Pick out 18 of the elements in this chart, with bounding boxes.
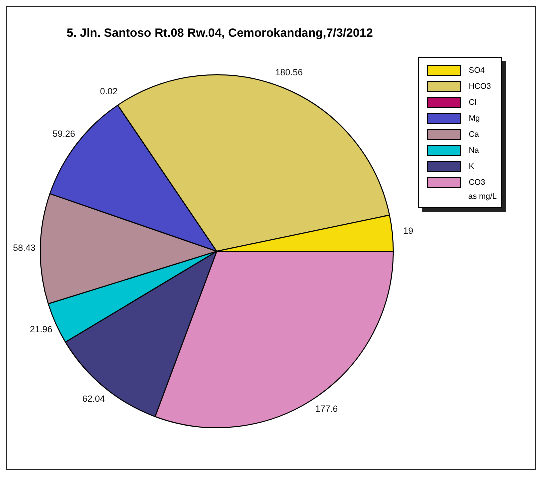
legend-label: K — [469, 162, 474, 170]
data-label: 21.96 — [30, 324, 53, 335]
legend-label: CO3 — [469, 178, 486, 186]
data-label: 0.02 — [100, 86, 118, 97]
data-label: 180.56 — [275, 68, 303, 78]
legend-label: Na — [469, 146, 480, 154]
data-label: 59.26 — [52, 128, 76, 139]
legend-label: HCO3 — [469, 82, 492, 90]
data-label: 58.43 — [13, 243, 36, 254]
chart-title: 5. Jln. Santoso Rt.08 Rw.04, Cemorokandang,7/3/2012 — [66, 26, 374, 40]
data-label: 62.04 — [82, 394, 106, 404]
legend-label: Mg — [469, 114, 480, 122]
legend-label: Cl — [469, 98, 477, 106]
legend-label: Ca — [469, 130, 480, 138]
text: as mg/L — [468, 192, 497, 201]
legend-label: SO4 — [469, 66, 486, 74]
data-label: 19 — [403, 226, 414, 236]
data-label: 177.6 — [316, 404, 338, 414]
